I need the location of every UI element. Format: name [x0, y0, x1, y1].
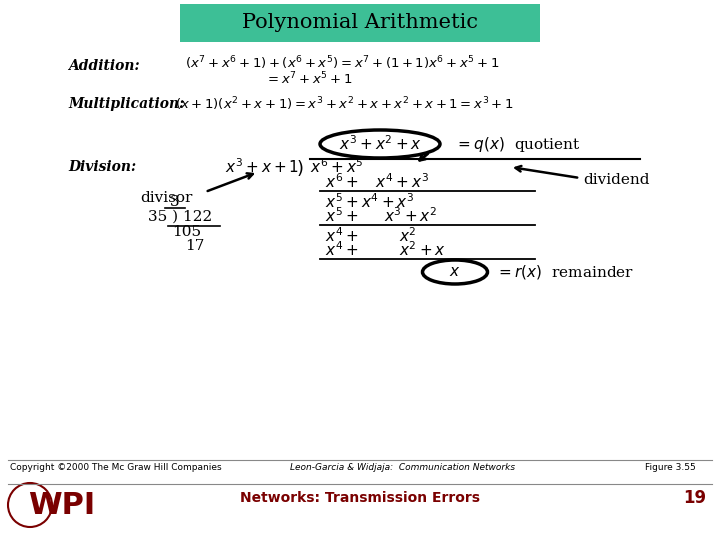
Text: $x^6+\quad x^4+x^3$: $x^6+\quad x^4+x^3$ — [325, 173, 429, 191]
Text: $x^5+\quad\;\; x^3+x^2$: $x^5+\quad\;\; x^3+x^2$ — [325, 207, 437, 225]
Text: 17: 17 — [185, 239, 204, 253]
Text: 35 ) 122: 35 ) 122 — [148, 210, 212, 224]
Text: $x^5+x^4+x^3$: $x^5+x^4+x^3$ — [325, 193, 415, 211]
Text: 3: 3 — [170, 195, 180, 209]
Text: Copyright ©2000 The Mc Graw Hill Companies: Copyright ©2000 The Mc Graw Hill Compani… — [10, 463, 222, 472]
Text: Multiplication:: Multiplication: — [68, 97, 184, 111]
Text: $)$: $)$ — [296, 158, 303, 178]
Text: $x^3+x^2+x$: $x^3+x^2+x$ — [338, 134, 421, 153]
Text: Leon-Garcia & Widjaja:  Communication Networks: Leon-Garcia & Widjaja: Communication Net… — [290, 463, 515, 472]
Text: Division:: Division: — [68, 160, 136, 174]
Text: $= q(x)$  quotient: $= q(x)$ quotient — [455, 134, 580, 153]
Text: $x^3+x+1$: $x^3+x+1$ — [225, 158, 299, 177]
Text: $x^4+\quad\quad\;\; x^2$: $x^4+\quad\quad\;\; x^2$ — [325, 227, 416, 245]
Text: 105: 105 — [172, 225, 201, 239]
FancyBboxPatch shape — [180, 4, 540, 42]
Text: WPI: WPI — [28, 490, 96, 519]
Text: Figure 3.55: Figure 3.55 — [645, 463, 696, 472]
Text: $=x^7+x^5+1$: $=x^7+x^5+1$ — [265, 71, 352, 87]
Text: $x$: $x$ — [449, 265, 461, 279]
Text: divisor: divisor — [140, 191, 192, 205]
Text: $= r(x)$  remainder: $= r(x)$ remainder — [496, 263, 634, 281]
Text: 19: 19 — [683, 489, 706, 507]
Text: $(x^7+x^6+1)+(x^6+x^5)=x^7+(1+1)x^6+x^5+1$: $(x^7+x^6+1)+(x^6+x^5)=x^7+(1+1)x^6+x^5+… — [185, 54, 500, 72]
Text: $x^6+x^5$: $x^6+x^5$ — [310, 158, 364, 177]
Text: $x^4+\quad\quad\;\; x^2+x$: $x^4+\quad\quad\;\; x^2+x$ — [325, 241, 446, 259]
Text: Addition:: Addition: — [68, 59, 140, 73]
Text: Networks: Transmission Errors: Networks: Transmission Errors — [240, 491, 480, 505]
Text: Polynomial Arithmetic: Polynomial Arithmetic — [242, 14, 478, 32]
Text: dividend: dividend — [583, 173, 649, 187]
Text: $(x+1)(x^2+x+1)=x^3+x^2+x+x^2+x+1=x^3+1$: $(x+1)(x^2+x+1)=x^3+x^2+x+x^2+x+1=x^3+1$ — [175, 95, 514, 113]
